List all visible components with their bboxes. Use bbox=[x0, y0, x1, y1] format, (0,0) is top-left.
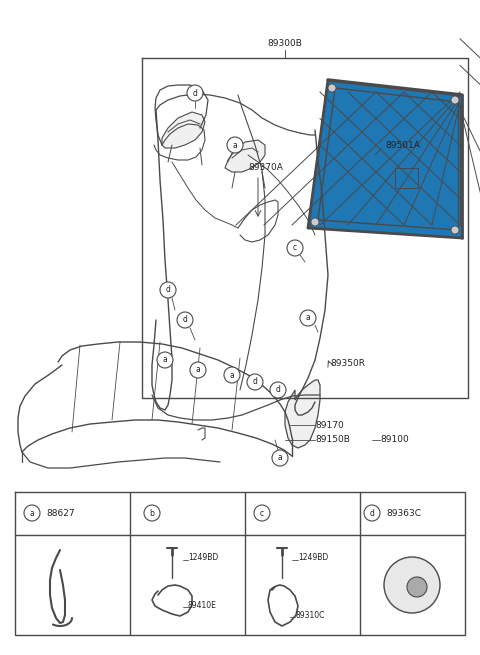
Circle shape bbox=[254, 505, 270, 521]
Text: 89170: 89170 bbox=[315, 421, 344, 430]
Text: 89300B: 89300B bbox=[267, 39, 302, 48]
Circle shape bbox=[451, 96, 459, 104]
Text: a: a bbox=[163, 356, 168, 364]
Text: a: a bbox=[229, 371, 234, 379]
Text: 1249BD: 1249BD bbox=[298, 553, 328, 563]
Circle shape bbox=[187, 85, 203, 101]
Circle shape bbox=[300, 310, 316, 326]
Text: d: d bbox=[182, 316, 187, 324]
Circle shape bbox=[247, 374, 263, 390]
Circle shape bbox=[224, 367, 240, 383]
Text: d: d bbox=[192, 88, 197, 98]
Text: 89150B: 89150B bbox=[315, 436, 350, 445]
Text: a: a bbox=[196, 365, 200, 375]
Circle shape bbox=[190, 362, 206, 378]
Circle shape bbox=[451, 226, 459, 234]
Circle shape bbox=[272, 450, 288, 466]
Text: 89100: 89100 bbox=[380, 436, 409, 445]
Polygon shape bbox=[308, 80, 462, 238]
Text: 89310C: 89310C bbox=[295, 610, 324, 620]
Polygon shape bbox=[308, 80, 462, 238]
Circle shape bbox=[328, 84, 336, 92]
Circle shape bbox=[270, 382, 286, 398]
Polygon shape bbox=[225, 140, 265, 172]
Text: a: a bbox=[306, 314, 311, 322]
Circle shape bbox=[384, 557, 440, 613]
Circle shape bbox=[311, 218, 319, 226]
Circle shape bbox=[227, 137, 243, 153]
Text: d: d bbox=[370, 508, 374, 517]
Text: 88627: 88627 bbox=[46, 508, 74, 517]
Text: a: a bbox=[233, 141, 238, 149]
Text: 89410E: 89410E bbox=[188, 601, 217, 610]
Circle shape bbox=[160, 282, 176, 298]
Polygon shape bbox=[285, 380, 320, 448]
Circle shape bbox=[364, 505, 380, 521]
Text: 89350R: 89350R bbox=[330, 358, 365, 367]
Text: 89370A: 89370A bbox=[248, 164, 283, 172]
Circle shape bbox=[287, 240, 303, 256]
Text: 89501A: 89501A bbox=[385, 141, 420, 149]
Text: 1249BD: 1249BD bbox=[188, 553, 218, 563]
Text: d: d bbox=[252, 377, 257, 386]
Text: d: d bbox=[276, 386, 280, 394]
Circle shape bbox=[157, 352, 173, 368]
Text: c: c bbox=[293, 244, 297, 252]
Text: b: b bbox=[150, 508, 155, 517]
Text: a: a bbox=[30, 508, 35, 517]
Text: 89363C: 89363C bbox=[386, 508, 421, 517]
Circle shape bbox=[144, 505, 160, 521]
Polygon shape bbox=[162, 112, 205, 148]
Text: c: c bbox=[260, 508, 264, 517]
Circle shape bbox=[177, 312, 193, 328]
Circle shape bbox=[24, 505, 40, 521]
Text: a: a bbox=[277, 453, 282, 462]
Text: d: d bbox=[166, 286, 170, 295]
Circle shape bbox=[407, 577, 427, 597]
